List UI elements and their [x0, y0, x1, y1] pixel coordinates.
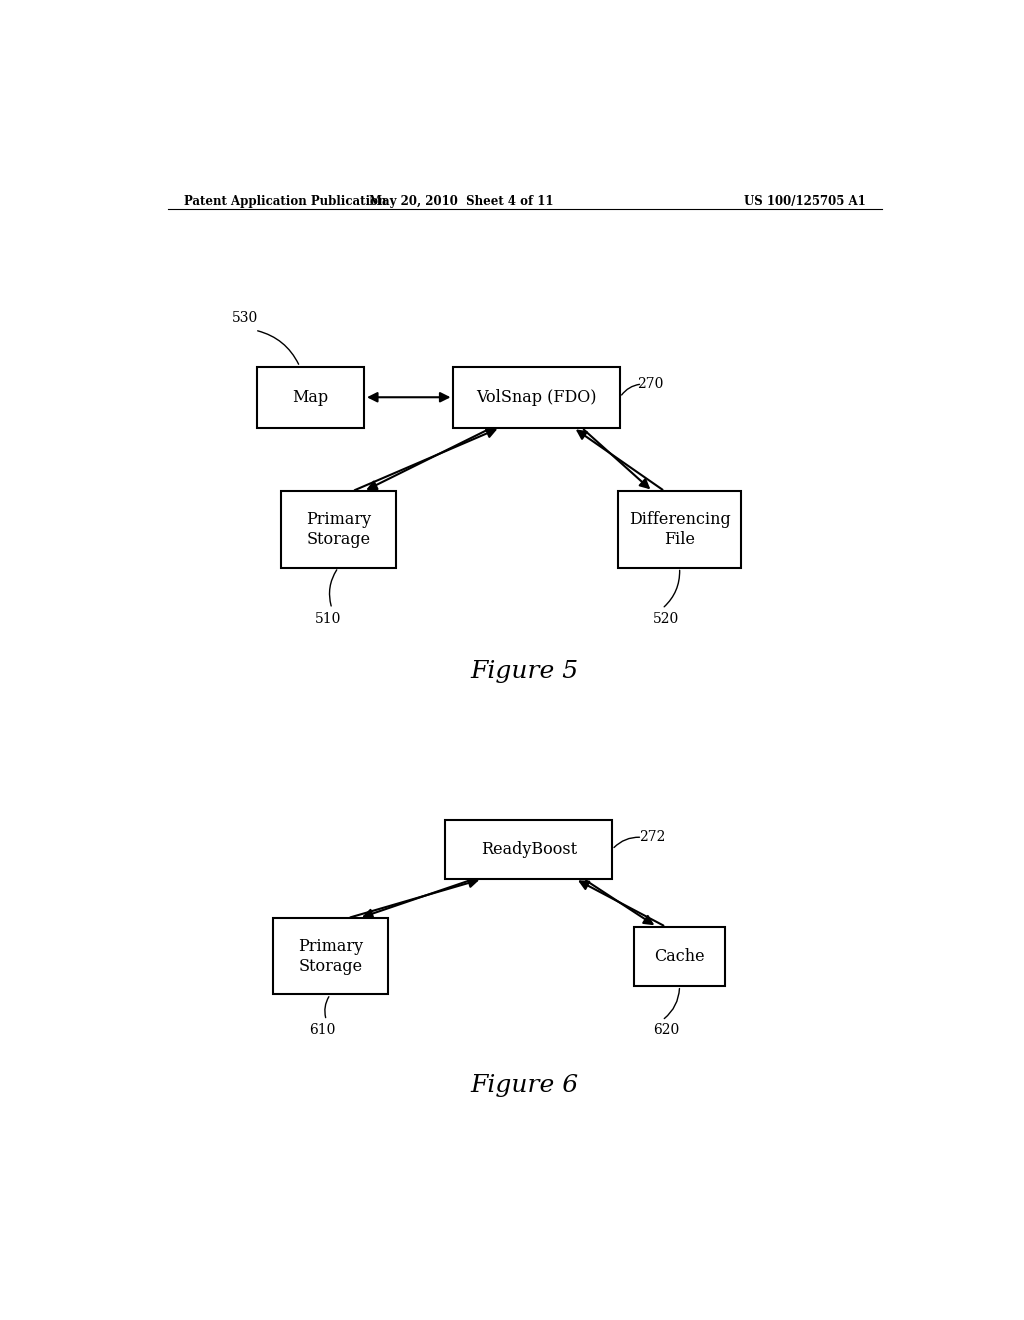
- Text: 620: 620: [653, 1023, 679, 1038]
- Text: Primary
Storage: Primary Storage: [298, 939, 362, 974]
- FancyBboxPatch shape: [257, 367, 365, 428]
- FancyBboxPatch shape: [618, 491, 741, 568]
- Text: 510: 510: [314, 612, 341, 626]
- Text: 530: 530: [232, 312, 259, 325]
- FancyBboxPatch shape: [634, 927, 725, 986]
- Text: Figure 6: Figure 6: [471, 1074, 579, 1097]
- Text: Map: Map: [293, 389, 329, 405]
- Text: Differencing
File: Differencing File: [629, 511, 730, 548]
- Text: 610: 610: [309, 1023, 336, 1038]
- FancyBboxPatch shape: [281, 491, 396, 568]
- Text: 270: 270: [637, 378, 664, 391]
- Text: Patent Application Publication: Patent Application Publication: [183, 194, 386, 207]
- Text: Cache: Cache: [654, 948, 705, 965]
- Text: Figure 5: Figure 5: [471, 660, 579, 684]
- Text: 520: 520: [653, 612, 679, 626]
- Text: May 20, 2010  Sheet 4 of 11: May 20, 2010 Sheet 4 of 11: [369, 194, 554, 207]
- Text: VolSnap (FDO): VolSnap (FDO): [476, 389, 597, 405]
- FancyBboxPatch shape: [272, 919, 388, 994]
- FancyBboxPatch shape: [454, 367, 620, 428]
- Text: ReadyBoost: ReadyBoost: [480, 841, 577, 858]
- Text: US 100/125705 A1: US 100/125705 A1: [744, 194, 866, 207]
- Text: Primary
Storage: Primary Storage: [306, 511, 371, 548]
- FancyBboxPatch shape: [445, 820, 612, 879]
- Text: 272: 272: [639, 830, 665, 845]
